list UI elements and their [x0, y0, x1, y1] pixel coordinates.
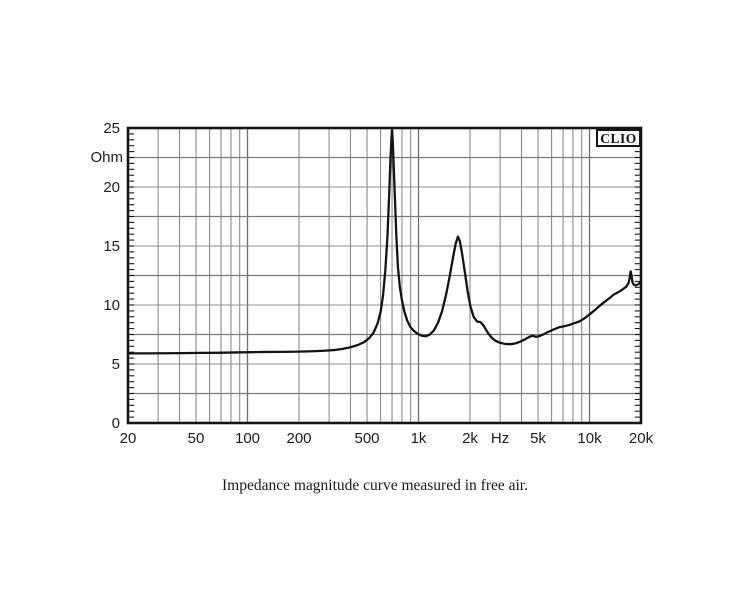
plot-border: [126, 126, 643, 425]
y-tick-label-0: 0: [112, 415, 120, 432]
figure-caption: Impedance magnitude curve measured in fr…: [222, 477, 528, 494]
y-axis-unit-label: Ohm: [90, 149, 123, 166]
axis-tick-labels: 20 50 100 200 500 1k 2k Hz 5k 10k 20k 0 5 10 15 20 25: [103, 120, 653, 447]
x-tick-label-5k: 5k: [530, 430, 546, 447]
x-tick-label-10k: 10k: [577, 430, 602, 447]
clio-logo: CLIO: [596, 129, 641, 147]
x-tick-label-200: 200: [286, 430, 311, 447]
x-tick-label-50: 50: [188, 430, 205, 447]
impedance-curve-path: [126, 128, 643, 355]
x-tick-label-100: 100: [235, 430, 260, 447]
y-tick-label-20: 20: [103, 179, 120, 196]
x-tick-label-20k: 20k: [629, 430, 654, 447]
y-tick-label-15: 15: [103, 238, 120, 255]
x-tick-label-Hz: Hz: [491, 430, 509, 447]
x-tick-label-2k: 2k: [462, 430, 478, 447]
axis-minor-ticks: [129, 133, 640, 418]
x-tick-label-1k: 1k: [411, 430, 427, 447]
y-tick-label-25: 25: [103, 120, 120, 137]
impedance-curve: [126, 128, 643, 355]
y-tick-label-5: 5: [112, 356, 120, 373]
y-tick-label-10: 10: [103, 297, 120, 314]
x-tick-label-20: 20: [120, 430, 137, 447]
x-tick-label-500: 500: [354, 430, 379, 447]
